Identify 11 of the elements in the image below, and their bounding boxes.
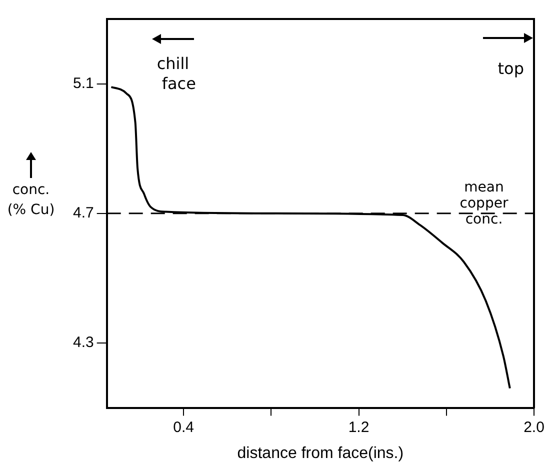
y-tick-label: 4.3 bbox=[72, 334, 94, 352]
x-tick-label: 1.2 bbox=[348, 418, 370, 436]
ref-line-label: mean copper conc. bbox=[460, 179, 508, 228]
annotation: chill face bbox=[156, 54, 196, 93]
text: 2.0 bbox=[524, 418, 544, 436]
x-axis-title: distance from face(ins.) bbox=[237, 444, 404, 462]
y-tick-label: 5.1 bbox=[72, 74, 94, 92]
x-tick-label: 0.4 bbox=[173, 418, 194, 436]
y-tick-label: 4.7 bbox=[72, 204, 94, 222]
annotation: top bbox=[498, 59, 524, 78]
y-axis-title: conc. (% Cu) bbox=[6, 181, 56, 220]
